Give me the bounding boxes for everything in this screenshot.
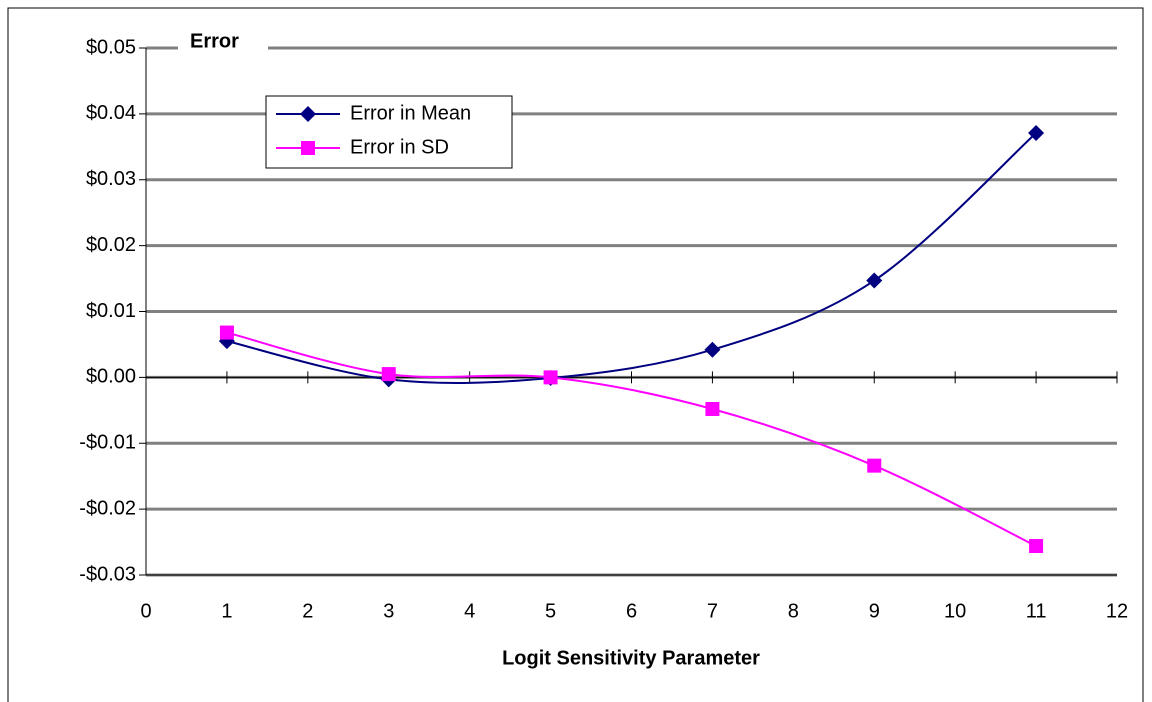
x-tick-label: 6 bbox=[626, 600, 637, 622]
series-line bbox=[226, 331, 1037, 547]
y-tick-label: $0.02 bbox=[86, 234, 136, 256]
x-tick-label: 10 bbox=[944, 600, 966, 622]
marker bbox=[219, 325, 234, 340]
y-tick-label: $0.00 bbox=[86, 366, 136, 388]
x-tick-label: 8 bbox=[788, 600, 799, 622]
chart-title: Error bbox=[190, 30, 239, 52]
x-tick-label: 0 bbox=[140, 600, 151, 622]
marker bbox=[381, 367, 396, 382]
x-tick-label: 2 bbox=[302, 600, 313, 622]
marker bbox=[867, 458, 882, 473]
marker bbox=[300, 106, 316, 122]
marker bbox=[543, 370, 558, 385]
y-tick-label: $0.03 bbox=[86, 168, 136, 190]
y-tick-label: -$0.03 bbox=[79, 563, 136, 585]
x-tick-label: 5 bbox=[545, 600, 556, 622]
x-tick-label: 11 bbox=[1026, 600, 1047, 622]
x-axis-label: Logit Sensitivity Parameter bbox=[502, 647, 760, 669]
marker bbox=[1029, 539, 1044, 554]
x-tick-label: 7 bbox=[707, 600, 718, 622]
x-tick-label: 12 bbox=[1106, 600, 1128, 622]
legend-label: Error in Mean bbox=[350, 102, 471, 124]
y-tick-label: $0.04 bbox=[86, 102, 136, 124]
y-tick-label: $0.01 bbox=[86, 300, 136, 322]
marker bbox=[1028, 124, 1045, 141]
title-background bbox=[178, 26, 268, 56]
marker bbox=[866, 272, 883, 289]
x-tick-label: 4 bbox=[464, 600, 475, 622]
x-tick-label: 9 bbox=[869, 600, 880, 622]
marker bbox=[705, 401, 720, 416]
x-tick-label: 3 bbox=[383, 600, 394, 622]
series-line bbox=[226, 132, 1037, 384]
chart-frame bbox=[7, 7, 1144, 702]
y-tick-label: $0.05 bbox=[86, 36, 136, 58]
y-tick-label: -$0.02 bbox=[79, 497, 136, 519]
y-tick-label: -$0.01 bbox=[79, 432, 136, 454]
marker bbox=[704, 341, 721, 358]
legend-label: Error in SD bbox=[350, 136, 449, 158]
x-tick-label: 1 bbox=[221, 600, 232, 622]
marker bbox=[301, 141, 315, 155]
